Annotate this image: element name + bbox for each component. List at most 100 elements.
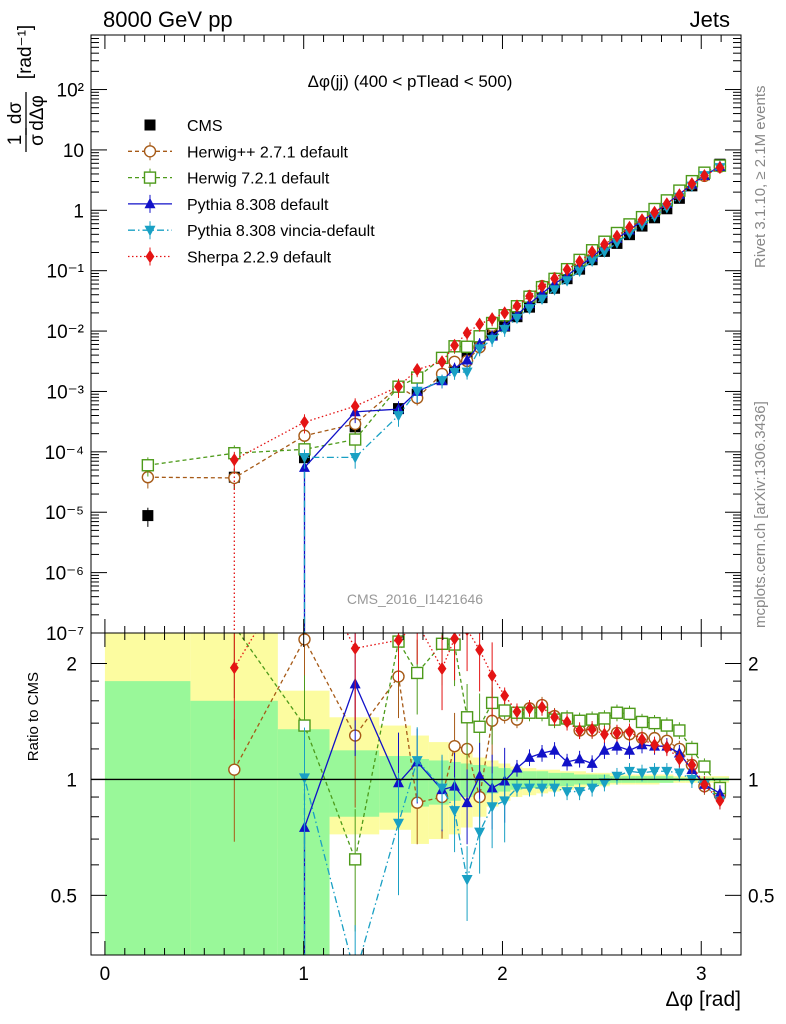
series-1-ratio-point <box>698 760 711 773</box>
series-2-point <box>141 459 155 472</box>
series-5-point <box>637 213 647 227</box>
series-5-point <box>650 205 659 219</box>
series-4-ratio-point <box>229 661 239 675</box>
series-2-ratio-point <box>714 787 726 798</box>
series-0-ratio-point <box>298 633 311 646</box>
main-y-tick-label: 10 <box>63 141 84 162</box>
series-4-ratio-point <box>537 700 547 714</box>
series-5-point <box>462 326 472 340</box>
x-tick-label: 3 <box>696 964 707 985</box>
series-2-ratio-point <box>561 755 573 767</box>
series-5-point <box>674 188 684 202</box>
ylabel-numerator-1: 1 <box>5 135 26 146</box>
series-3-ratio-point <box>449 806 461 817</box>
stat-uncertainty-band <box>329 750 380 817</box>
series-3-ratio-point <box>461 875 473 886</box>
series-5-point <box>350 399 360 413</box>
series-5-point <box>550 271 559 286</box>
ratio-y-tick-label-right: 1 <box>748 770 759 791</box>
series-4-ratio-point <box>394 633 403 647</box>
x-tick-label: 2 <box>497 964 508 985</box>
main-y-tick-label: 10⁻⁷ <box>46 624 84 645</box>
series-1-ratio-line <box>238 633 721 862</box>
series-1-ratio-point <box>610 706 624 719</box>
legend-label-4: Pythia 8.308 vincia-default <box>187 223 375 240</box>
series-3-ratio-point <box>474 827 486 839</box>
series-4-ratio-point <box>662 740 672 755</box>
main-y-tick-label: 10⁻³ <box>47 382 85 403</box>
series-1-ratio-point <box>648 716 661 730</box>
legend-marker-4 <box>144 225 156 237</box>
main-plot-area <box>141 158 727 633</box>
series-1-ratio-point <box>598 712 611 725</box>
side-label-top: Rivet 3.1.10, ≥ 2.1M events <box>752 86 769 269</box>
series-5-point <box>600 237 609 251</box>
ratio-y-tick-label-right: 2 <box>748 654 759 675</box>
series-5-point <box>229 453 239 467</box>
series-3-ratio-point <box>661 766 673 778</box>
series-4-point <box>511 313 523 325</box>
series-2-ratio-point <box>511 762 523 773</box>
x-tick-label: 0 <box>100 964 111 985</box>
series-4-point <box>574 266 586 278</box>
series-4-ratio-point <box>413 616 422 629</box>
series-4-point <box>393 411 405 422</box>
series-2-ratio-point <box>536 747 548 758</box>
series-4-point <box>349 452 361 464</box>
series-4-ratio-point <box>562 715 572 729</box>
series-2-ratio-point <box>524 751 536 762</box>
series-4-ratio <box>229 616 725 810</box>
series-3-ratio-point <box>623 766 635 778</box>
series-3-ratio-point <box>298 773 310 784</box>
ylabel-unit: [rad⁻¹] <box>15 25 36 79</box>
series-3-ratio-point <box>524 783 536 795</box>
series-4-point <box>586 256 598 267</box>
series-5-point <box>575 254 584 269</box>
series-4-point <box>499 324 511 336</box>
series-5-point <box>700 169 709 183</box>
series-4-point <box>436 376 448 387</box>
series-5-main <box>229 160 725 633</box>
series-4-ratio-point <box>512 705 522 719</box>
header-left-label: 8000 GeV pp <box>103 7 233 32</box>
series-2-ratio-point <box>461 796 473 808</box>
main-y-axis-label: 1 dσ σ dΔφ [rad⁻¹] <box>5 25 48 152</box>
series-1-ratio-point <box>473 720 486 733</box>
series-4-ratio-point <box>525 701 534 715</box>
series-2-point <box>348 433 362 446</box>
series-5-point <box>437 355 447 369</box>
stat-uncertainty-band <box>104 681 191 955</box>
series-4-ratio-point <box>550 710 559 724</box>
series-1-ratio-point <box>410 666 424 680</box>
main-y-axis: 10⁻⁷ 10⁻⁶ 10⁻⁵ 10⁻⁴ 10⁻³ 10⁻² 10⁻¹ 1 10 10² <box>45 34 741 645</box>
series-1-ratio-point <box>685 742 699 756</box>
series-2-ratio-point <box>623 744 635 755</box>
ylabel-denominator-1: σ <box>27 134 48 146</box>
series-4-ratio-point <box>575 723 584 738</box>
series-4-point <box>461 367 473 379</box>
series-3-ratio-point <box>673 768 685 779</box>
series-3-point <box>461 354 473 365</box>
series-1-ratio-point <box>348 853 362 866</box>
series-4-ratio-point <box>650 738 659 752</box>
series-4-ratio-point <box>437 661 447 676</box>
series-4-ratio-point <box>350 641 360 655</box>
ylabel-denominator-2: dΔφ <box>27 95 48 131</box>
series-5-point <box>512 299 522 313</box>
series-4-ratio-point <box>587 722 597 736</box>
series-3-ratio-point <box>536 783 548 795</box>
series-4-ratio-point <box>700 777 709 792</box>
series-4-ratio-point <box>487 669 497 683</box>
main-y-tick-label: 1 <box>73 201 84 222</box>
series-5-point <box>394 380 403 394</box>
series-5-point <box>525 289 534 303</box>
series-3-ratio-point <box>636 768 648 779</box>
legend-label-0: CMS <box>187 118 223 135</box>
main-y-tick-label: 10⁻² <box>47 322 85 343</box>
series-2-ratio-point <box>474 770 486 781</box>
x-axis-label: Δφ [rad] <box>666 988 742 1011</box>
series-4-point <box>536 294 548 306</box>
series-5-point <box>612 229 622 243</box>
series-3-ratio-point <box>350 971 361 981</box>
